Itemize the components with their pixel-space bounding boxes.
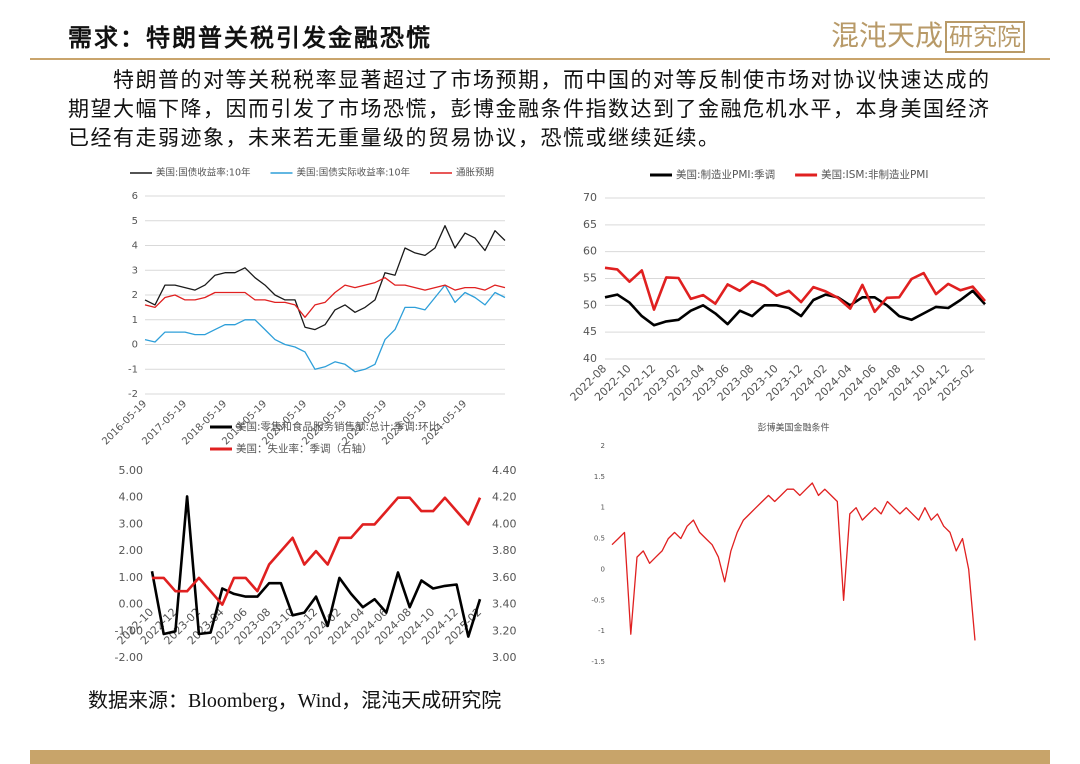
y-tick-label: 40 — [583, 352, 597, 365]
legend-label: 美国:国债收益率:10年 — [156, 167, 251, 179]
logo: 混沌天成 研究院 — [831, 14, 1025, 54]
series-line — [611, 482, 976, 641]
y-tick-label: 5.00 — [119, 464, 144, 477]
y2-tick-label: 4.20 — [492, 491, 517, 504]
y2-tick-label: 3.60 — [492, 571, 517, 584]
chart-title: 彭博美国金融条件 — [757, 422, 829, 434]
series-line — [150, 495, 482, 638]
y-tick-label: 2.00 — [119, 544, 144, 557]
y-tick-label: 1 — [132, 315, 138, 326]
logo-text: 混沌天成 — [830, 19, 943, 52]
y-tick-label: 65 — [583, 218, 597, 231]
y2-tick-label: 4.00 — [492, 517, 517, 530]
y-tick-label: -1 — [128, 364, 138, 375]
footer-bar — [30, 750, 1050, 764]
y-tick-label: 4.00 — [119, 491, 144, 504]
series-line — [604, 266, 986, 314]
y-tick-label: 1 — [601, 504, 605, 512]
legend-label: 美国:制造业PMI:季调 — [676, 168, 775, 181]
y-tick-label: 3 — [132, 265, 138, 276]
y2-tick-label: 3.80 — [492, 544, 517, 557]
legend-label: 美国：失业率：季调（右轴） — [236, 442, 373, 455]
series-line — [144, 225, 506, 331]
logo-box: 研究院 — [945, 21, 1025, 53]
series-line — [144, 284, 506, 373]
source-note: 数据来源：Bloomberg，Wind，混沌天成研究院 — [88, 690, 502, 712]
page-title: 需求：特朗普关税引发金融恐慌 — [68, 26, 432, 52]
y-tick-label: 0.00 — [119, 598, 144, 611]
y-tick-label: 60 — [583, 245, 597, 258]
series-line — [144, 277, 506, 318]
y-tick-label: 2 — [601, 442, 605, 450]
y-tick-label: 6 — [132, 191, 138, 202]
y-tick-label: 0 — [601, 565, 605, 573]
series-line — [604, 289, 986, 327]
header-rule — [30, 58, 1050, 60]
y2-tick-label: 3.20 — [492, 624, 517, 637]
y-tick-label: 5 — [132, 216, 138, 227]
legend-label: 通胀预期 — [456, 168, 494, 179]
y-tick-label: 0 — [132, 340, 138, 351]
y-tick-label: -1.5 — [591, 658, 605, 666]
body-text: 特朗普的对等关税税率显著超过了市场预期，而中国的对等反制使市场对协议快速达成的期… — [68, 68, 991, 150]
y-tick-label: -1 — [598, 627, 605, 635]
y-tick-label: 1.5 — [594, 473, 605, 481]
y2-tick-label: 3.00 — [492, 651, 517, 664]
y-tick-label: 50 — [583, 298, 597, 311]
y-tick-label: 4 — [132, 241, 138, 252]
y-tick-label: -2.00 — [115, 651, 143, 664]
y-tick-label: -0.5 — [591, 596, 605, 604]
y-tick-label: 0.5 — [594, 535, 605, 543]
y2-tick-label: 3.40 — [492, 598, 517, 611]
y-tick-label: 45 — [583, 325, 597, 338]
y-tick-label: 55 — [583, 272, 597, 285]
y-tick-label: 3.00 — [119, 517, 144, 530]
legend-label: 美国:国债实际收益率:10年 — [297, 167, 411, 179]
y-tick-label: -1.00 — [115, 624, 143, 637]
y-tick-label: -2 — [128, 389, 138, 400]
legend-label: 美国:ISM:非制造业PMI — [821, 168, 928, 181]
legend-label: 美国:零售和食品服务销售额:总计:季调:环比 — [236, 420, 439, 433]
y-tick-label: 70 — [583, 191, 597, 204]
series-line — [152, 496, 482, 606]
y-tick-label: 1.00 — [119, 571, 144, 584]
y-tick-label: 2 — [132, 290, 138, 301]
y2-tick-label: 4.40 — [492, 464, 517, 477]
